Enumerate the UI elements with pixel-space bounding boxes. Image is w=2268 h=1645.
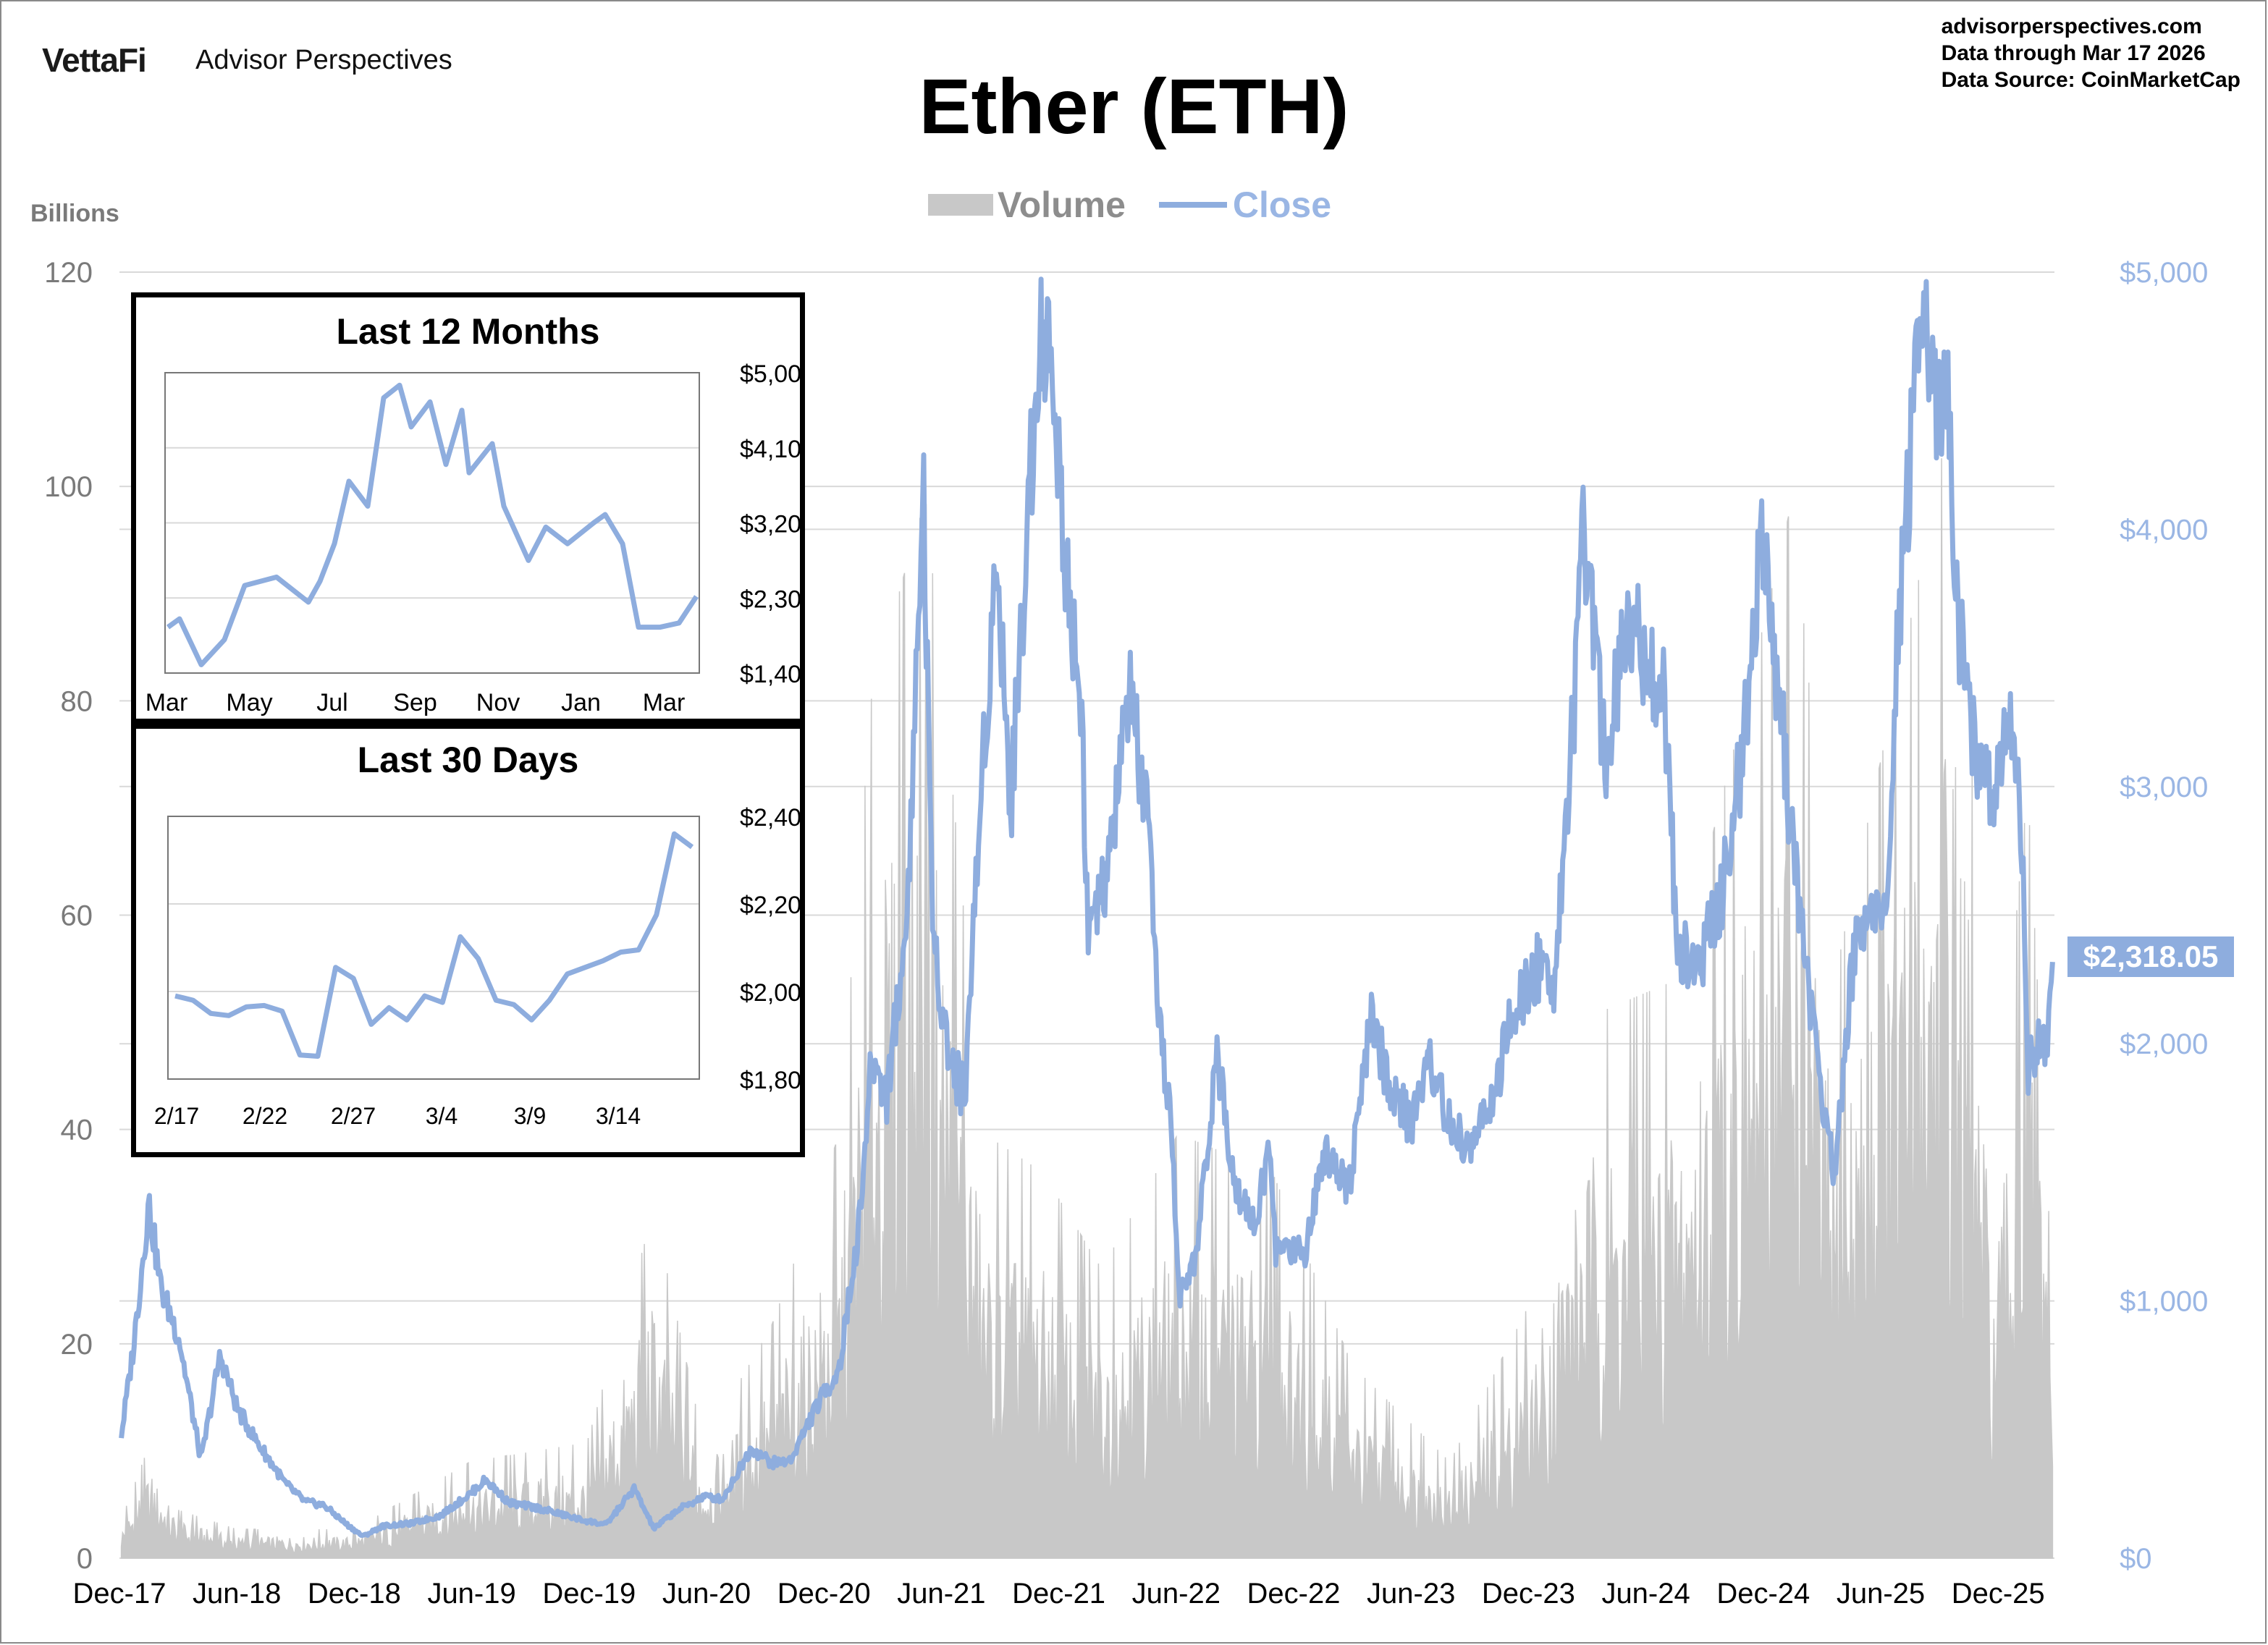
legend: Volume Close <box>928 181 1331 226</box>
right-tick-label: $3,000 <box>2120 771 2208 803</box>
x-tick-label: Dec-25 <box>1952 1578 2045 1610</box>
x-tick-label: Dec-24 <box>1716 1578 1810 1610</box>
left-tick-label: 0 <box>77 1543 93 1575</box>
inset-30d-x-tick-2-27: 2/27 <box>331 1103 376 1129</box>
x-tick-label: Dec-17 <box>73 1578 166 1610</box>
x-tick-label: Dec-18 <box>308 1578 401 1610</box>
inset-y-tick-1-400: $1,400 <box>740 661 800 688</box>
source-line-website: advisorperspectives.com <box>1941 14 2202 38</box>
inset-y-tick-4-100: $4,100 <box>740 436 800 463</box>
x-tick-label: Dec-21 <box>1012 1578 1105 1610</box>
inset-30d-title: Last 30 Days <box>357 740 579 780</box>
inset-y-tick-2-300: $2,300 <box>740 585 800 613</box>
inset-12m-x-tick-nov: Nov <box>476 689 520 716</box>
x-tick-label: Jun-20 <box>662 1578 751 1610</box>
source-line-date: Data through Mar 17 2026 <box>1941 41 2206 65</box>
inset-plot-border <box>164 372 700 674</box>
left-tick-label: 20 <box>61 1329 93 1361</box>
inset-12m-x-tick-jan: Jan <box>561 689 601 716</box>
right-tick-label: $0 <box>2120 1543 2152 1575</box>
inset-last-30-days: Last 30 Days $1,800 $2,000 $2,200 $2,400 2/1… <box>131 724 805 1157</box>
inset-30d-x-tick-2-17: 2/17 <box>154 1103 199 1129</box>
inset-12m-x-tick-may: May <box>226 689 272 716</box>
legend-close-label: Close <box>1232 184 1332 225</box>
inset-plot-border <box>167 816 700 1080</box>
brand-logo: VettaFi <box>42 41 147 79</box>
inset-y-tick-2-400: $2,400 <box>740 804 800 832</box>
left-axis-label: Billions <box>30 200 119 227</box>
right-tick-label: $1,000 <box>2120 1286 2208 1318</box>
left-tick-label: 100 <box>44 471 93 503</box>
x-tick-label: Jun-18 <box>193 1578 281 1610</box>
left-tick-label: 60 <box>61 900 93 932</box>
inset-y-tick-2-000: $2,000 <box>740 979 800 1007</box>
x-tick-label: Jun-21 <box>897 1578 985 1610</box>
left-tick-label: 80 <box>61 685 93 717</box>
inset-30d-x-tick-3-4: 3/4 <box>426 1103 458 1129</box>
x-tick-label: Jun-24 <box>1601 1578 1690 1610</box>
x-tick-label: Jun-25 <box>1837 1578 1925 1610</box>
inset-close-line <box>174 831 694 1059</box>
legend-volume-swatch <box>928 193 993 216</box>
legend-close-swatch <box>1158 201 1227 208</box>
inset-y-tick-1-800: $1,800 <box>740 1067 800 1094</box>
right-tick-label: $4,000 <box>2120 514 2208 546</box>
inset-30d-chart: $1,800 $2,000 $2,200 $2,400 2/17 2/22 2/27 3/4 3… <box>154 804 800 1129</box>
inset-last-12-months: Last 12 Months $1,400$2,300$3,200$4,100$… <box>131 292 805 724</box>
inset-y-tick-2-200: $2,200 <box>740 892 800 919</box>
inset-12m-x-tick-jul: Jul <box>316 689 347 716</box>
legend-volume-label: Volume <box>998 184 1126 225</box>
last-value-label: $2,318.05 <box>2067 936 2234 977</box>
volume-area <box>120 458 2054 1559</box>
inset-y-tick-5-000: $5,000 <box>740 360 800 388</box>
inset-30d-x-tick-2-22: 2/22 <box>243 1103 287 1129</box>
inset-close-line <box>166 382 699 667</box>
left-tick-label: 120 <box>44 257 93 289</box>
inset-y-tick-3-200: $3,200 <box>740 511 800 538</box>
source-info: advisorperspectives.com Data through Mar… <box>1942 13 2240 93</box>
x-tick-label: Jun-23 <box>1367 1578 1455 1610</box>
right-tick-label: $5,000 <box>2120 257 2208 289</box>
close-line <box>119 276 2055 1538</box>
inset-12m-x-tick-mar: Mar <box>146 689 188 716</box>
chart-title: Ether (ETH) <box>919 62 1349 150</box>
inset-30d-x-tick-3-14: 3/14 <box>596 1103 641 1129</box>
inset-12m-x-tick-sep: Sep <box>393 689 437 716</box>
x-tick-label: Dec-20 <box>777 1578 871 1610</box>
x-tick-label: Jun-19 <box>427 1578 515 1610</box>
x-tick-label: Jun-22 <box>1132 1578 1221 1610</box>
inset-30d-x-tick-3-9: 3/9 <box>514 1103 546 1129</box>
brand-subtitle: Advisor Perspectives <box>195 45 452 75</box>
right-tick-label: $2,000 <box>2120 1028 2208 1060</box>
inset-12m-title: Last 12 Months <box>336 311 600 352</box>
inset-12m-chart: $1,400 $2,300 $3,200 $4,100 $5,000 Mar May Jul S… <box>146 360 800 716</box>
inset-12m-x-tick-mar: Mar <box>643 689 686 716</box>
left-tick-label: 40 <box>61 1115 93 1146</box>
x-tick-label: Dec-22 <box>1247 1578 1341 1610</box>
source-line-provider: Data Source: CoinMarketCap <box>1941 68 2240 92</box>
x-tick-label: Dec-23 <box>1482 1578 1575 1610</box>
x-tick-label: Dec-19 <box>542 1578 636 1610</box>
